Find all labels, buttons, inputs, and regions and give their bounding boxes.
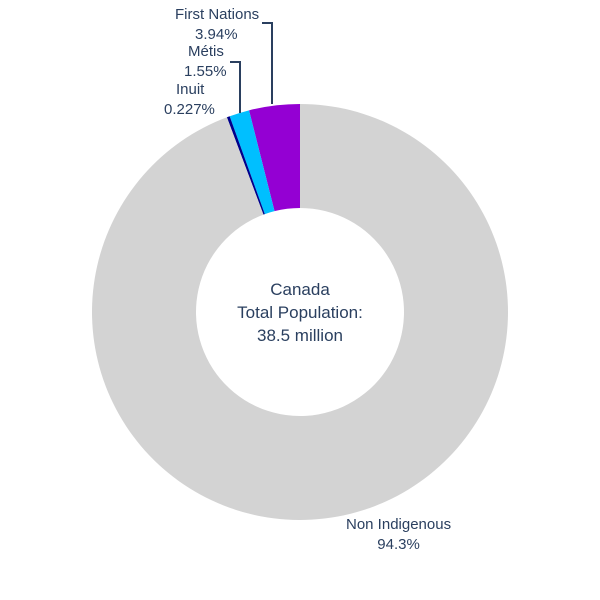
slice-first-nations[interactable] — [249, 104, 300, 212]
label-connectors — [230, 22, 273, 113]
center-label-line-2: Total Population: — [237, 303, 363, 322]
label-non-indigenous-name: Non Indigenous — [346, 516, 452, 533]
connector-metis — [230, 61, 241, 113]
label-metis-name: Métis — [188, 43, 224, 60]
label-metis-value: 1.55% — [184, 63, 227, 80]
slice-inuit[interactable] — [226, 116, 265, 215]
donut-slices — [92, 104, 509, 520]
center-label-line-3: 38.5 million — [257, 326, 343, 345]
label-inuit-name: Inuit — [176, 81, 205, 98]
slice-non-indigenous[interactable] — [92, 104, 509, 520]
label-first-nations: First Nations 3.94% — [175, 5, 265, 45]
slice-m-tis[interactable] — [229, 110, 275, 215]
label-non-indigenous: Non Indigenous 94.3% — [346, 515, 451, 555]
label-non-indigenous-value: 94.3% — [377, 536, 420, 553]
label-first-nations-name: First Nations — [175, 6, 260, 23]
label-metis: Métis 1.55% — [184, 42, 227, 82]
label-inuit: Inuit 0.227% — [164, 80, 215, 120]
label-inuit-value: 0.227% — [164, 101, 215, 118]
label-first-nations-value: 3.94% — [195, 26, 238, 43]
center-label: Canada Total Population: 38.5 million — [200, 278, 400, 347]
connector-first-nations — [262, 22, 273, 104]
center-label-line-1: Canada — [270, 280, 330, 299]
